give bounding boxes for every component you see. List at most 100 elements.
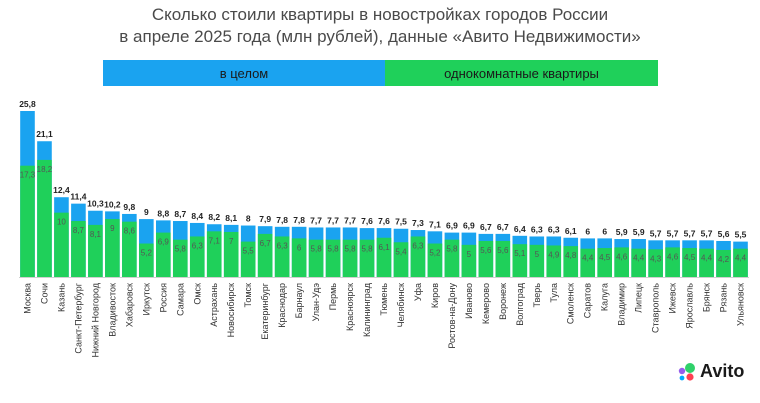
data-label-one-room: 4,8 <box>565 251 577 260</box>
bar-one-room <box>546 245 562 277</box>
data-label-one-room: 4,9 <box>548 250 560 259</box>
data-label-all: 6,3 <box>548 224 560 234</box>
bar-one-room <box>172 239 188 277</box>
data-label-one-room: 5 <box>467 250 472 259</box>
bar-one-room <box>563 246 579 277</box>
data-label-one-room: 5,1 <box>514 249 526 258</box>
data-label-all: 5,7 <box>650 228 662 238</box>
data-label-all: 6,3 <box>531 224 543 234</box>
category-label: Сочи <box>39 283 49 304</box>
category-label: Ульяновск <box>736 283 746 326</box>
legend-label-one-room: однокомнатные квартиры <box>444 65 599 81</box>
category-label: Пермь <box>328 283 338 311</box>
bar-one-room <box>139 243 154 277</box>
data-label-one-room: 6,9 <box>158 238 170 247</box>
data-label-one-room: 5,8 <box>446 245 458 254</box>
category-label: Барнаул <box>294 283 304 318</box>
data-label-all: 8 <box>246 214 251 224</box>
bar-one-room <box>614 247 629 277</box>
data-label-one-room: 6,1 <box>378 243 390 252</box>
bar-one-room <box>257 233 273 277</box>
data-label-all: 8,8 <box>157 208 169 218</box>
chart-title: Сколько стоили квартиры в новостройках г… <box>0 4 760 48</box>
category-label: Саратов <box>583 283 593 318</box>
data-label-one-room: 7 <box>229 237 234 246</box>
category-label: Нижний Новгород <box>90 282 100 357</box>
category-label: Санкт-Петербург <box>73 282 83 353</box>
data-label-all: 5,7 <box>701 228 713 238</box>
data-label-one-room: 8,7 <box>73 226 85 235</box>
data-label-one-room: 18,2 <box>37 165 53 174</box>
category-label: Иваново <box>464 283 474 319</box>
data-label-all: 10,3 <box>87 199 104 209</box>
data-label-all: 6,9 <box>446 221 458 231</box>
data-label-one-room: 4,5 <box>684 253 696 262</box>
data-label-all: 6 <box>585 226 590 236</box>
data-label-one-room: 6,3 <box>192 241 204 250</box>
bar-one-room <box>223 231 239 277</box>
bar-one-room <box>597 248 612 277</box>
data-label-all: 9 <box>144 207 149 217</box>
data-label-one-room: 6,7 <box>260 239 272 248</box>
category-label: Омск <box>192 283 202 305</box>
logo-text: Avito <box>700 361 745 381</box>
data-label-all: 5,7 <box>684 228 696 238</box>
bar-one-room <box>733 248 748 277</box>
bar-one-room <box>444 239 460 277</box>
bar-one-room <box>682 248 697 277</box>
data-label-all: 7,8 <box>276 215 288 225</box>
category-label: Владивосток <box>107 283 117 337</box>
bar-one-room <box>427 243 443 277</box>
category-label: Ярославль <box>685 283 695 329</box>
data-label-one-room: 5 <box>535 250 540 259</box>
category-label: Россия <box>158 283 168 313</box>
category-label: Уфа <box>413 283 423 301</box>
data-label-one-room: 5,8 <box>311 245 323 254</box>
bar-one-room <box>716 249 731 277</box>
category-label: Тверь <box>532 283 542 308</box>
data-label-one-room: 5,2 <box>141 249 153 258</box>
data-label-one-room: 6,3 <box>277 241 289 250</box>
category-label: Рязань <box>719 283 729 313</box>
category-label: Киров <box>430 283 440 308</box>
bar-one-room <box>631 248 646 277</box>
category-label: Воронеж <box>498 283 508 320</box>
bar-one-room <box>376 237 392 277</box>
bar-one-room <box>37 159 52 277</box>
data-label-all: 7,6 <box>361 216 373 226</box>
bar-one-room <box>699 248 714 277</box>
data-label-one-room: 4,6 <box>616 252 628 261</box>
data-label-all: 8,7 <box>174 209 186 219</box>
bar-one-room <box>461 244 477 277</box>
bar-one-room <box>189 236 205 277</box>
data-label-one-room: 4,4 <box>701 254 713 263</box>
category-label: Самара <box>175 283 185 316</box>
bar-one-room <box>88 224 103 277</box>
category-label: Астрахань <box>209 283 219 327</box>
legend-item-all: в целом <box>103 60 385 86</box>
bar-one-room <box>240 241 256 277</box>
data-label-one-room: 5,8 <box>344 245 356 254</box>
data-label-all: 7,5 <box>395 217 407 227</box>
data-label-one-room: 8,6 <box>124 227 136 236</box>
category-label: Калининград <box>362 282 372 337</box>
data-label-all: 6,4 <box>514 224 526 234</box>
data-label-one-room: 5,8 <box>328 245 340 254</box>
data-label-one-room: 5,6 <box>497 246 509 255</box>
title-line-2: в апреле 2025 года (млн рублей), данные … <box>119 27 641 46</box>
bar-one-room <box>478 240 494 277</box>
data-label-one-room: 4,4 <box>582 254 594 263</box>
data-label-one-room: 5,8 <box>361 245 373 254</box>
category-label: Ростов-на-Дону <box>447 283 457 349</box>
data-label-all: 25,8 <box>19 99 36 109</box>
data-label-all: 5,9 <box>616 227 628 237</box>
category-label: Новосибирск <box>226 283 236 337</box>
data-label-all: 9,8 <box>123 202 135 212</box>
data-label-all: 7,9 <box>259 214 271 224</box>
category-label: Челябинск <box>396 283 406 327</box>
data-label-all: 10,2 <box>104 199 121 209</box>
category-label: Ижевск <box>668 283 678 314</box>
avito-logo: Avito <box>677 361 744 382</box>
category-label: Калуга <box>600 283 610 311</box>
category-label: Иркутск <box>141 283 151 316</box>
